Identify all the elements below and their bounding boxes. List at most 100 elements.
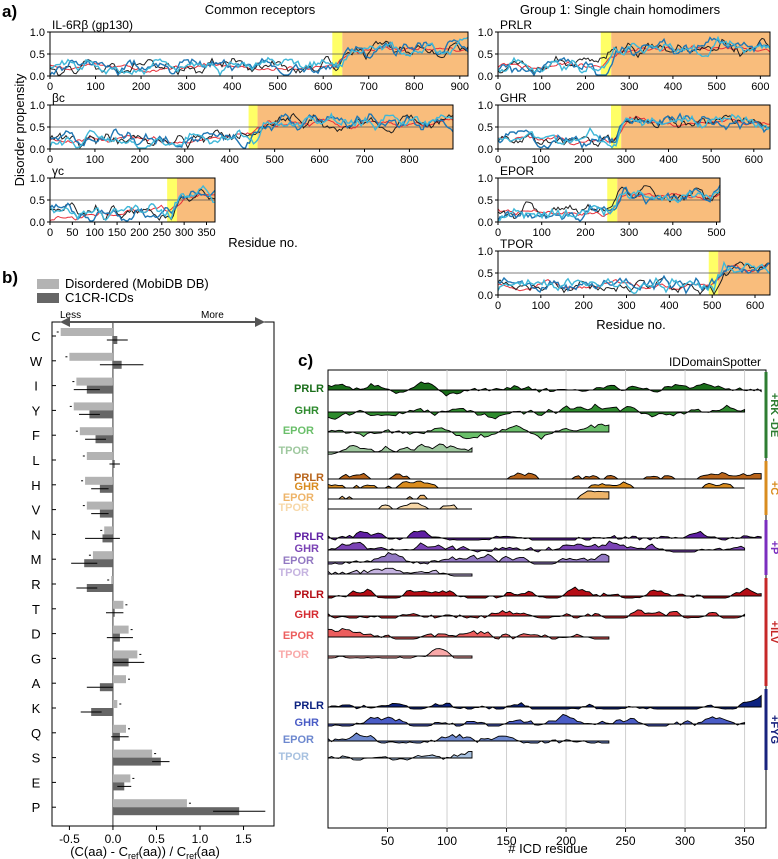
x-tick-label: 300 bbox=[175, 227, 193, 239]
x-tick-label: 700 bbox=[360, 81, 378, 93]
receptor-plot-4: GHR 0.0 0.5 1.0 0 100 200 300 400 500 600 bbox=[478, 91, 771, 166]
legend-swatch-c1cr bbox=[37, 293, 59, 303]
category-label: K bbox=[32, 701, 41, 716]
domain-profile-prlr bbox=[327, 381, 762, 397]
receptor-label: TPOR bbox=[278, 445, 309, 457]
legend-label-c1cr: C1CR-ICDs bbox=[65, 290, 134, 305]
bar-disordered bbox=[85, 476, 113, 485]
panel-a-label: a) bbox=[2, 2, 17, 21]
x-tick-label: 300 bbox=[675, 834, 695, 848]
bar-c1cr bbox=[112, 807, 240, 816]
category-label: R bbox=[31, 577, 40, 592]
group-4: +FYG PRLR GHR EPOR TPOR bbox=[278, 689, 778, 770]
x-tick-label: 300 bbox=[176, 154, 194, 166]
x-tick-label: 200 bbox=[132, 81, 150, 93]
x-tick-label: 600 bbox=[745, 154, 763, 166]
receptor-title: TPOR bbox=[500, 237, 534, 251]
x-tick-label: 100 bbox=[533, 81, 551, 93]
category-label: V bbox=[32, 503, 41, 518]
disorder-series-3 bbox=[49, 112, 454, 149]
x-tick-label: 300 bbox=[620, 227, 638, 239]
receptor-plot-1: βc 0.0 0.5 1.0 0 100 200 300 400 500 600 700 800 bbox=[30, 91, 454, 166]
group-label: +ILV bbox=[768, 621, 778, 644]
x-tick-label: 350 bbox=[197, 227, 215, 239]
domain-profile-epor bbox=[327, 732, 610, 744]
arrow-more-label: More bbox=[201, 310, 224, 321]
bar-disordered bbox=[112, 799, 187, 808]
bar-disordered bbox=[73, 402, 113, 411]
x-tick-label: 100 bbox=[533, 227, 551, 239]
x-tick-label: 300 bbox=[617, 154, 635, 166]
x-tick-label: 0.0 bbox=[105, 832, 122, 846]
domain-profile-prlr bbox=[327, 530, 762, 541]
y-tick-label: 0.5 bbox=[478, 49, 493, 61]
x-tick-label: 500 bbox=[265, 154, 283, 166]
disorder-series-1 bbox=[49, 112, 454, 150]
category-label: I bbox=[34, 379, 38, 394]
bar-disordered bbox=[111, 576, 113, 584]
disorder-series-2 bbox=[497, 36, 771, 77]
receptor-label: GHR bbox=[295, 481, 320, 493]
x-tick-label: 200 bbox=[556, 834, 576, 848]
receptor-title: βc bbox=[52, 91, 65, 105]
category-label: L bbox=[32, 453, 39, 468]
bar-disordered bbox=[69, 352, 113, 361]
domain-profile-epor bbox=[327, 423, 610, 440]
receptor-title: GHR bbox=[500, 91, 527, 105]
panel-b-x-label: (C(aa) - Cref(aa)) / Cref(aa) bbox=[70, 844, 220, 859]
domain-profile-prlr bbox=[327, 694, 762, 710]
bar-disordered bbox=[60, 328, 113, 336]
domain-profile-prlr bbox=[327, 586, 762, 599]
receptor-plot-3: PRLR 0.0 0.5 1.0 0 100 200 300 400 500 600 bbox=[478, 18, 771, 93]
x-tick-label: 400 bbox=[659, 154, 677, 166]
x-tick-label: 0.5 bbox=[148, 832, 165, 846]
bar-disordered bbox=[92, 551, 113, 560]
x-tick-label: 50 bbox=[381, 834, 395, 848]
x-tick-label: 100 bbox=[532, 300, 550, 312]
bar-disordered bbox=[86, 501, 113, 510]
x-tick-label: 0 bbox=[47, 81, 53, 93]
receptor-plot-2: γc 0.0 0.5 1.0 0 50 100 150 200 250 300 350 bbox=[30, 164, 216, 239]
x-tick-label: 200 bbox=[576, 227, 594, 239]
y-tick-label: 0.0 bbox=[478, 290, 493, 302]
x-tick-label: 200 bbox=[130, 227, 148, 239]
x-tick-label: 500 bbox=[707, 227, 725, 239]
arrow-more-head bbox=[255, 317, 265, 327]
x-tick-label: 250 bbox=[153, 227, 171, 239]
x-tick-label: 1.5 bbox=[235, 832, 252, 846]
y-tick-label: 0.5 bbox=[478, 122, 493, 134]
group-3: +ILV PRLR GHR EPOR TPOR bbox=[278, 578, 778, 686]
panel-c-x-label: # ICD residue bbox=[508, 841, 587, 856]
x-tick-label: 300 bbox=[620, 81, 638, 93]
disorder-series-3 bbox=[497, 35, 771, 74]
x-tick-label: 200 bbox=[574, 300, 592, 312]
category-label: W bbox=[30, 354, 43, 369]
bar-disordered bbox=[76, 377, 113, 386]
category-label: N bbox=[31, 527, 40, 542]
category-label: H bbox=[31, 478, 40, 493]
panel-a-x-label-left: Residue no. bbox=[228, 235, 297, 250]
x-tick-label: 50 bbox=[66, 227, 78, 239]
domain-profile-tpor bbox=[327, 648, 473, 659]
category-label: D bbox=[31, 627, 40, 642]
group-0: +RK -DE PRLR GHR EPOR TPOR bbox=[278, 372, 778, 458]
disorder-series-2 bbox=[49, 113, 454, 149]
x-tick-label: 1.0 bbox=[192, 832, 209, 846]
receptor-title: EPOR bbox=[500, 164, 534, 178]
x-tick-label: 0 bbox=[495, 81, 501, 93]
domain-profile-epor bbox=[328, 490, 610, 500]
receptor-label: GHR bbox=[295, 405, 320, 417]
panel-a-plots: IL-6Rβ (gp130)0.00.51.00 100 200 300 400 500 6… bbox=[30, 18, 771, 312]
x-tick-label: 200 bbox=[574, 154, 592, 166]
x-tick-label: 0 bbox=[47, 154, 53, 166]
y-tick-label: 0.0 bbox=[478, 217, 493, 229]
y-tick-label: 1.0 bbox=[478, 246, 493, 258]
disorder-series-3 bbox=[497, 113, 771, 149]
y-tick-label: 1.0 bbox=[478, 27, 493, 39]
bar-disordered bbox=[86, 452, 113, 460]
x-label-part: ref bbox=[186, 851, 197, 859]
x-label-part: ref bbox=[128, 851, 139, 859]
